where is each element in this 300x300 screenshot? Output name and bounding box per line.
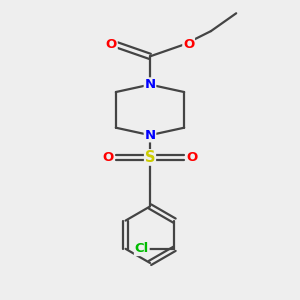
Text: O: O: [183, 38, 194, 51]
Text: N: N: [144, 78, 156, 91]
Text: O: O: [186, 151, 197, 164]
Text: S: S: [145, 150, 155, 165]
Text: O: O: [103, 151, 114, 164]
Text: Cl: Cl: [135, 242, 149, 255]
Text: N: N: [144, 129, 156, 142]
Text: O: O: [106, 38, 117, 51]
